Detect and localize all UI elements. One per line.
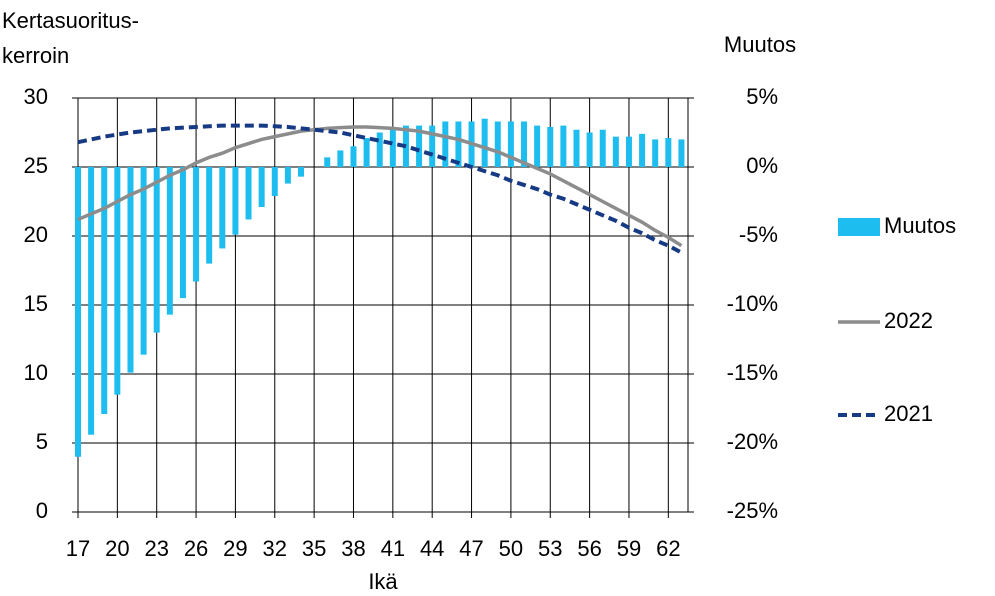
- legend-label: Muutos: [884, 213, 956, 238]
- bar: [560, 125, 567, 167]
- bar: [639, 133, 646, 167]
- bar: [166, 167, 173, 315]
- bar: [337, 150, 344, 167]
- bar: [416, 125, 423, 167]
- bar: [586, 132, 593, 167]
- x-tick-label: 56: [577, 536, 601, 561]
- bar: [271, 167, 278, 196]
- y-tick-label: 5: [36, 429, 48, 454]
- y-tick-label: 25: [24, 153, 48, 178]
- x-axis-label: Ikä: [368, 569, 398, 594]
- x-tick-label: 59: [617, 536, 641, 561]
- legend-label: 2021: [884, 401, 933, 426]
- bar: [625, 136, 632, 167]
- legend-label: 2022: [884, 308, 933, 333]
- y2-tick-label: 0%: [746, 153, 778, 178]
- y-axis-label-line: kerroin: [2, 43, 69, 68]
- x-tick-label: 35: [302, 536, 326, 561]
- bar: [284, 167, 291, 184]
- x-tick-label: 23: [144, 536, 168, 561]
- y2-tick-label: -25%: [727, 498, 778, 523]
- bar: [678, 139, 685, 167]
- bar: [481, 118, 488, 167]
- x-tick-label: 26: [184, 536, 208, 561]
- x-tick-label: 38: [341, 536, 365, 561]
- x-tick-label: 32: [263, 536, 287, 561]
- bar: [179, 167, 186, 299]
- y2-tick-label: -15%: [727, 360, 778, 385]
- bar: [101, 167, 108, 415]
- bar: [507, 121, 514, 167]
- bar: [389, 128, 396, 167]
- y2-tick-label: 5%: [746, 84, 778, 109]
- bar: [612, 136, 619, 167]
- bar: [324, 157, 331, 167]
- bar: [376, 132, 383, 167]
- bar: [599, 129, 606, 167]
- bar: [429, 125, 436, 167]
- y2-tick-label: -10%: [727, 291, 778, 316]
- x-tick-label: 50: [499, 536, 523, 561]
- bar: [88, 167, 95, 435]
- y-tick-label: 15: [24, 291, 48, 316]
- y2-tick-label: -5%: [739, 222, 778, 247]
- bar: [232, 167, 239, 235]
- bar: [573, 129, 580, 167]
- bar: [534, 125, 541, 167]
- y-tick-label: 30: [24, 84, 48, 109]
- bar: [652, 139, 659, 167]
- x-tick-label: 44: [420, 536, 444, 561]
- bar: [442, 121, 449, 167]
- y2-axis-label: Muutos: [724, 32, 796, 57]
- bar: [75, 167, 81, 457]
- y2-tick-label: -20%: [727, 429, 778, 454]
- x-tick-label: 53: [538, 536, 562, 561]
- bar: [494, 121, 501, 167]
- bar: [140, 167, 147, 355]
- bar: [455, 121, 462, 167]
- bar: [665, 138, 672, 167]
- bar: [127, 167, 134, 373]
- bar: [219, 167, 226, 249]
- y-tick-label: 0: [36, 498, 48, 523]
- x-tick-label: 41: [381, 536, 405, 561]
- bar: [298, 167, 305, 177]
- bar: [521, 121, 528, 167]
- bar: [363, 138, 370, 167]
- x-tick-label: 17: [66, 536, 90, 561]
- bar: [206, 167, 213, 264]
- bar: [114, 167, 121, 395]
- bar: [258, 167, 265, 208]
- bar: [153, 167, 160, 333]
- bar: [245, 167, 252, 220]
- bar: [350, 146, 357, 167]
- y-tick-label: 10: [24, 360, 48, 385]
- line-series: [77, 125, 683, 248]
- x-tick-label: 62: [656, 536, 680, 561]
- bar: [193, 167, 200, 282]
- x-tick-label: 29: [223, 536, 247, 561]
- y-axis-label-line: Kertasuoritus-: [2, 8, 139, 33]
- line-series: [77, 123, 683, 255]
- x-tick-label: 47: [459, 536, 483, 561]
- x-tick-label: 20: [105, 536, 129, 561]
- legend-swatch: [838, 218, 880, 236]
- y-tick-label: 20: [24, 222, 48, 247]
- bar: [547, 126, 554, 167]
